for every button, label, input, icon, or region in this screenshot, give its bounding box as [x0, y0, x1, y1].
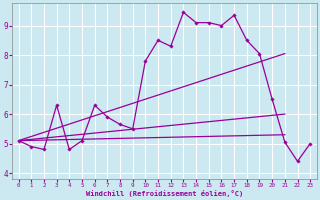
X-axis label: Windchill (Refroidissement éolien,°C): Windchill (Refroidissement éolien,°C) — [86, 190, 243, 197]
